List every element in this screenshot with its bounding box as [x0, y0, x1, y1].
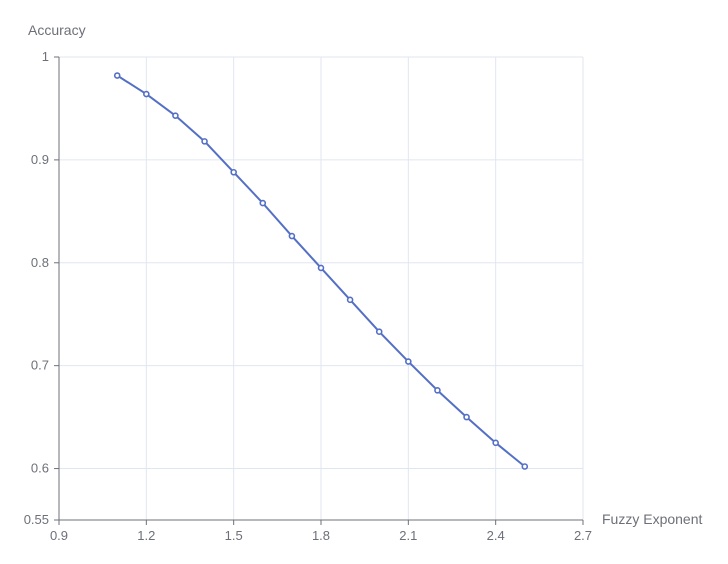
data-point[interactable] — [521, 463, 529, 470]
x-tick-label: 1.8 — [312, 528, 330, 543]
data-point[interactable] — [172, 112, 179, 119]
x-tick-label: 1.2 — [137, 528, 155, 543]
data-point[interactable] — [375, 328, 383, 336]
y-tick-label: 0.8 — [31, 255, 49, 270]
x-axis-title: Fuzzy Exponent — [602, 511, 702, 527]
data-point[interactable] — [143, 90, 150, 98]
y-tick-label: 1 — [42, 49, 49, 64]
series — [113, 72, 529, 470]
data-point[interactable] — [405, 358, 412, 365]
y-axis-ticks: 0.55 0.6 0.7 0.8 0.9 1 — [24, 49, 59, 527]
y-tick-label: 0.9 — [31, 152, 49, 167]
data-point[interactable] — [463, 413, 470, 421]
data-point[interactable] — [288, 232, 296, 240]
y-tick-label: 0.7 — [31, 358, 49, 373]
x-tick-label: 2.7 — [574, 528, 592, 543]
grid-lines — [59, 56, 584, 520]
y-tick-label: 0.55 — [24, 512, 49, 527]
data-point[interactable] — [317, 264, 325, 272]
data-point[interactable] — [346, 296, 354, 304]
x-tick-label: 0.9 — [50, 528, 68, 543]
data-point[interactable] — [259, 199, 267, 207]
data-point[interactable] — [113, 72, 121, 79]
y-tick-label: 0.6 — [31, 461, 49, 476]
data-point[interactable] — [201, 138, 208, 145]
data-point[interactable] — [492, 439, 499, 447]
x-tick-label: 1.5 — [225, 528, 243, 543]
data-point[interactable] — [434, 387, 441, 394]
x-tick-label: 2.4 — [487, 528, 505, 543]
x-tick-label: 2.1 — [399, 528, 417, 543]
data-point[interactable] — [230, 168, 237, 176]
x-axis-ticks: 0.9 1.2 1.5 1.8 2.1 2.4 2.7 — [50, 520, 592, 543]
y-axis-title: Accuracy — [28, 22, 86, 38]
